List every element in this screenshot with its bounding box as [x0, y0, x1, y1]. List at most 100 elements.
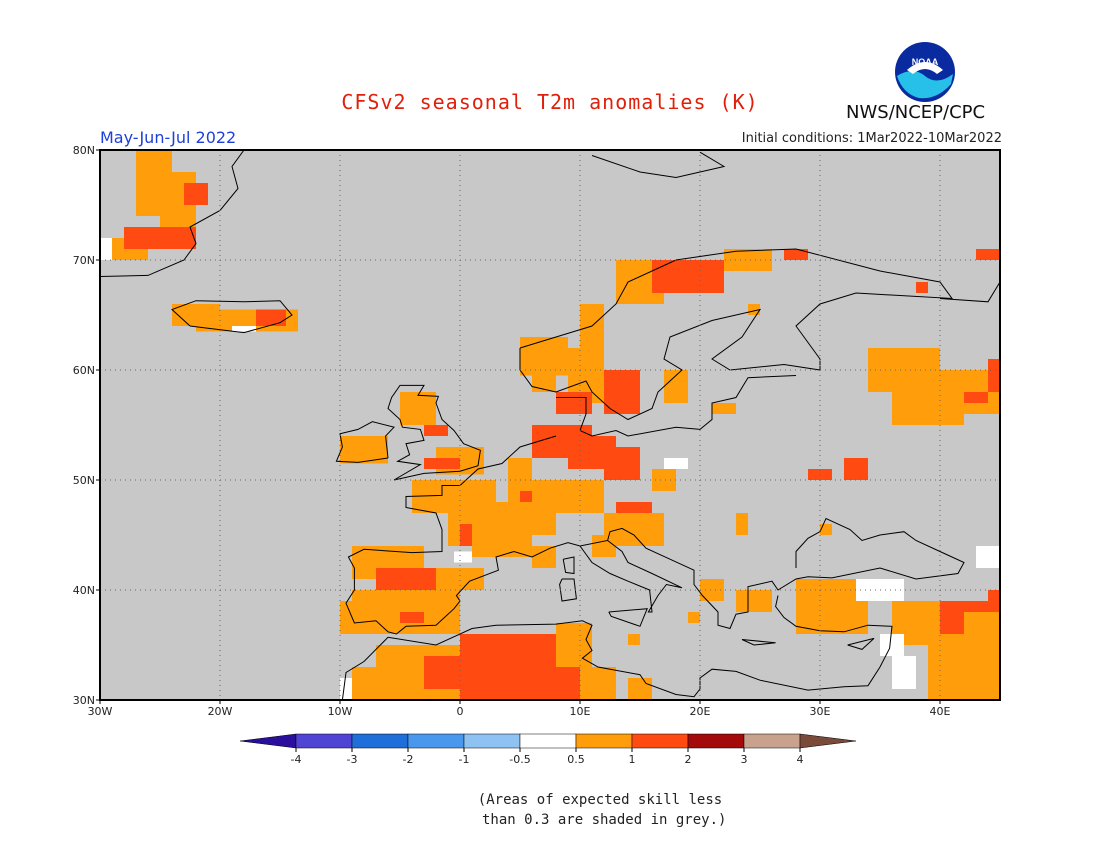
anomaly-cell [964, 392, 988, 403]
anomaly-cell [436, 568, 484, 590]
anomaly-cell [256, 309, 286, 326]
anomaly-cells [100, 150, 1000, 700]
chart-title: CFSv2 seasonal T2m anomalies (K) [341, 90, 759, 114]
lon-tick-label: 10W [328, 705, 353, 718]
anomaly-cell [988, 590, 1000, 612]
anomaly-cell [700, 579, 724, 601]
lat-tick-label: 70N [73, 254, 95, 267]
colorbar-swatch [631, 733, 689, 749]
anomaly-cell [820, 524, 832, 535]
colorbar-swatch [295, 733, 353, 749]
anomaly-cell [628, 678, 652, 700]
coastline [939, 281, 1001, 303]
season-label: May-Jun-Jul 2022 [100, 128, 237, 147]
coastline [847, 637, 875, 650]
colorbar-swatches [239, 733, 857, 749]
anomaly-cell [400, 612, 424, 623]
colorbar-swatch [575, 733, 633, 749]
colorbar-swatch [687, 733, 745, 749]
anomaly-cell [784, 249, 808, 260]
anomaly-cell [712, 403, 736, 414]
colorbar-swatch [799, 733, 857, 749]
coastline [591, 151, 726, 179]
anomaly-cell [652, 469, 676, 491]
colorbar-label: -0.5 [509, 753, 530, 766]
colorbar-label: -1 [459, 753, 470, 766]
colorbar-label: -2 [403, 753, 414, 766]
coastlines [99, 149, 1001, 701]
anomaly-cell [880, 634, 904, 656]
anomaly-cell [736, 513, 748, 535]
anomaly-cell [424, 458, 460, 469]
anomaly-cell [340, 678, 352, 700]
anomaly-cell [556, 392, 592, 414]
anomaly-cell [424, 656, 484, 689]
coastline [556, 375, 797, 437]
anomaly-cell [964, 612, 1000, 700]
lon-tick-label: 40E [930, 705, 951, 718]
anomaly-cell [724, 249, 772, 271]
anomaly-cell [100, 238, 112, 260]
lon-tick-label: 20E [690, 705, 711, 718]
anomaly-cell [604, 370, 640, 414]
coastline [608, 608, 648, 627]
coastline [341, 595, 893, 701]
anomaly-cell [124, 227, 160, 249]
logo-wave [897, 71, 953, 99]
longitude-ticks: 30W 20W 10W 0 10E 20E 30E 40E [88, 700, 951, 718]
colorbar: -4 -3 -2 -1 -0.5 0.5 1 2 3 4 [239, 733, 857, 766]
anomaly-cell [748, 304, 760, 315]
colorbar-swatch [743, 733, 801, 749]
lon-tick-label: 20W [208, 705, 233, 718]
lon-tick-label: 30E [810, 705, 831, 718]
colorbar-swatch [463, 733, 521, 749]
anomaly-cell [688, 612, 700, 623]
anomaly-cell [556, 480, 604, 513]
logo-bird [907, 62, 943, 74]
coastline [335, 421, 395, 463]
anomaly-cell [340, 601, 376, 634]
coastline [345, 435, 965, 635]
colorbar-labels: -4 -3 -2 -1 -0.5 0.5 1 2 3 4 [291, 748, 804, 766]
anomaly-cell [352, 667, 376, 700]
lat-tick-label: 50N [73, 474, 95, 487]
colorbar-swatch [519, 733, 577, 749]
map-gridlines [100, 150, 1000, 700]
anomaly-cell [604, 447, 640, 480]
map-frame [99, 149, 1001, 701]
anomaly-cell [808, 469, 832, 480]
lat-tick-label: 30N [73, 694, 95, 707]
lon-tick-label: 0 [457, 705, 464, 718]
latitude-ticks: 30N 40N 50N 60N 70N 80N [73, 144, 100, 707]
logo-text: NOAA [912, 57, 939, 67]
anomaly-cell [652, 260, 724, 293]
colorbar-swatch [407, 733, 465, 749]
skill-footnote: (Areas of expected skill less than 0.3 a… [477, 792, 727, 828]
lat-tick-label: 40N [73, 584, 95, 597]
anomaly-cell [976, 249, 1000, 260]
lon-tick-label: 10E [570, 705, 591, 718]
colorbar-label: 2 [685, 753, 692, 766]
anomaly-cell [460, 524, 472, 546]
lat-tick-label: 60N [73, 364, 95, 377]
colorbar-label: 1 [629, 753, 636, 766]
coastline [387, 384, 481, 481]
lon-tick-label: 30W [88, 705, 113, 718]
coastline [579, 540, 683, 613]
anomaly-cell [628, 634, 640, 645]
anomaly-cell [844, 458, 868, 480]
coastline [562, 556, 575, 575]
coastline [99, 149, 245, 277]
anomaly-cell [988, 359, 1000, 392]
anomaly-cell [232, 326, 256, 332]
anomaly-cell [580, 667, 616, 700]
colorbar-label: 0.5 [567, 753, 585, 766]
coastline [741, 639, 776, 646]
colorbar-swatch [351, 733, 409, 749]
anomaly-cell [424, 425, 448, 436]
anomaly-cell [520, 491, 532, 502]
colorbar-label: 3 [741, 753, 748, 766]
initial-conditions-label: Initial conditions: 1Mar2022-10Mar2022 [741, 131, 1002, 146]
anomaly-cell [400, 392, 436, 425]
